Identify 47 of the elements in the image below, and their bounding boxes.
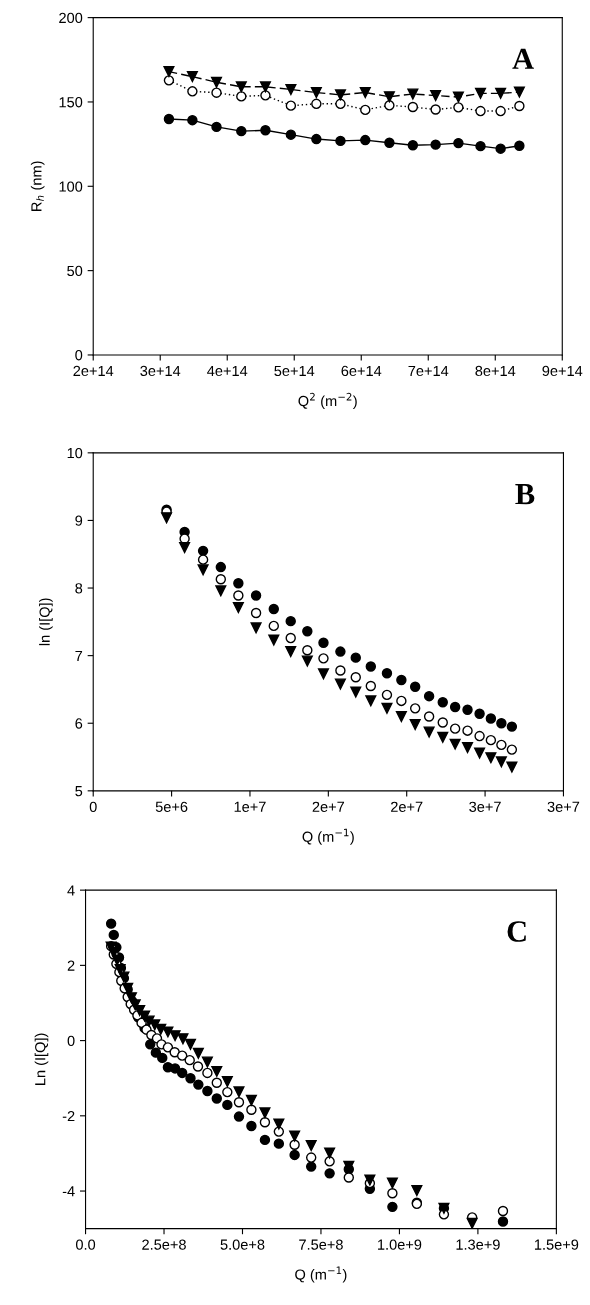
x-tick-label: 1.0e+9 [378, 1239, 422, 1250]
y-tick-label: 4 [67, 885, 75, 896]
y-tick-label: -2 [62, 1110, 75, 1122]
x-axis-title: Q (m$^{−1}$) [295, 1266, 347, 1283]
y-axis-title: R$_{h}$ (nm) [30, 161, 45, 211]
x-tick-label: 2e+14 [73, 365, 114, 377]
x-tick-label: 2.5e+8 [142, 1239, 186, 1250]
y-tick-label: 0 [75, 350, 83, 361]
x-tick-label: 4e+14 [207, 365, 248, 377]
y-tick-label: 7 [75, 650, 83, 661]
y-tick-label: 9 [75, 515, 83, 526]
y-tick-label: 100 [59, 181, 83, 192]
x-axis-title: Q$^{2}$ (m$^{−2}$) [298, 392, 357, 410]
x-tick-label: 0 [89, 801, 97, 812]
x-tick-label: 3e+7 [469, 801, 501, 812]
x-tick-label: 7e+14 [408, 365, 449, 377]
x-tick-label: 7.5e+8 [299, 1239, 343, 1250]
x-tick-label: 6e+14 [341, 365, 382, 377]
x-tick-label: 0.0 [75, 1239, 96, 1250]
x-tick-label: 1.3e+9 [456, 1239, 500, 1250]
y-tick-label: 2 [67, 960, 75, 971]
x-tick-label: 9e+14 [542, 365, 583, 377]
y-tick-label: 5 [75, 786, 83, 797]
y-tick-label: 6 [75, 718, 83, 729]
annotation: A [512, 48, 534, 69]
x-tick-label: 3e+14 [140, 365, 181, 377]
annotation: B [515, 484, 535, 505]
y-tick-label: 200 [59, 12, 83, 24]
x-tick-label: 2e+7 [312, 801, 345, 812]
annotation: C [507, 921, 526, 942]
x-tick-label: 1.5e+9 [534, 1239, 579, 1250]
x-tick-label: 3e+7 [547, 801, 580, 812]
x-axis-title: Q (m$^{−1}$) [302, 828, 354, 845]
x-tick-label: 8e+14 [475, 365, 516, 377]
y-tick-label: 0 [67, 1035, 75, 1047]
y-axis-title: ln (I[Q]) [39, 598, 53, 646]
y-axis-title: Ln (I[Q]) [34, 1033, 49, 1085]
y-tick-label: 50 [67, 265, 83, 277]
y-tick-label: 10 [67, 447, 83, 459]
y-tick-label: 8 [75, 583, 83, 594]
x-tick-label: 1e+7 [234, 801, 266, 812]
y-tick-label: -4 [62, 1186, 75, 1197]
y-tick-label: 150 [59, 97, 83, 108]
x-tick-label: 5e+6 [155, 801, 188, 812]
x-tick-label: 2e+7 [391, 801, 423, 812]
x-tick-label: 5e+14 [274, 365, 315, 377]
x-tick-label: 5.0e+8 [220, 1239, 265, 1250]
